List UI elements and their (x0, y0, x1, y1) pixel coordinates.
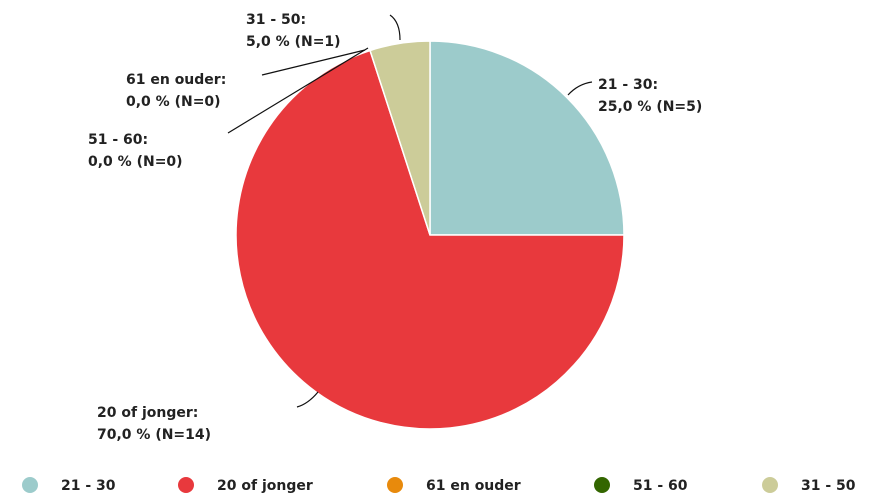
data-label-name: 21 - 30: (598, 77, 658, 93)
legend-marker (22, 477, 38, 493)
data-label-value: 0,0 % (N=0) (88, 154, 183, 170)
data-label-value: 25,0 % (N=5) (598, 99, 702, 115)
pie-slice (429, 40, 625, 236)
data-label-value: 0,0 % (N=0) (126, 94, 221, 110)
data-label-name: 31 - 50: (246, 12, 306, 28)
leader-line (261, 49, 366, 76)
legend-label: 31 - 50 (801, 478, 856, 494)
legend-label: 21 - 30 (61, 478, 116, 494)
legend-label: 61 en ouder (426, 478, 521, 494)
leader-line (296, 391, 319, 408)
legend-label: 51 - 60 (633, 478, 688, 494)
data-label-name: 51 - 60: (88, 132, 148, 148)
leader-line (389, 14, 401, 41)
pie-slice (369, 40, 431, 236)
pie-slice (235, 49, 625, 430)
legend-label: 20 of jonger (217, 478, 313, 494)
data-label-value: 70,0 % (N=14) (97, 427, 211, 443)
data-label-name: 61 en ouder: (126, 72, 226, 88)
leader-line (567, 81, 593, 96)
data-label-name: 20 of jonger: (97, 405, 198, 421)
legend-marker (178, 477, 194, 493)
data-label-value: 5,0 % (N=1) (246, 34, 341, 50)
legend-marker (387, 477, 403, 493)
leader-line (227, 47, 369, 134)
legend-marker (594, 477, 610, 493)
legend-marker (762, 477, 778, 493)
